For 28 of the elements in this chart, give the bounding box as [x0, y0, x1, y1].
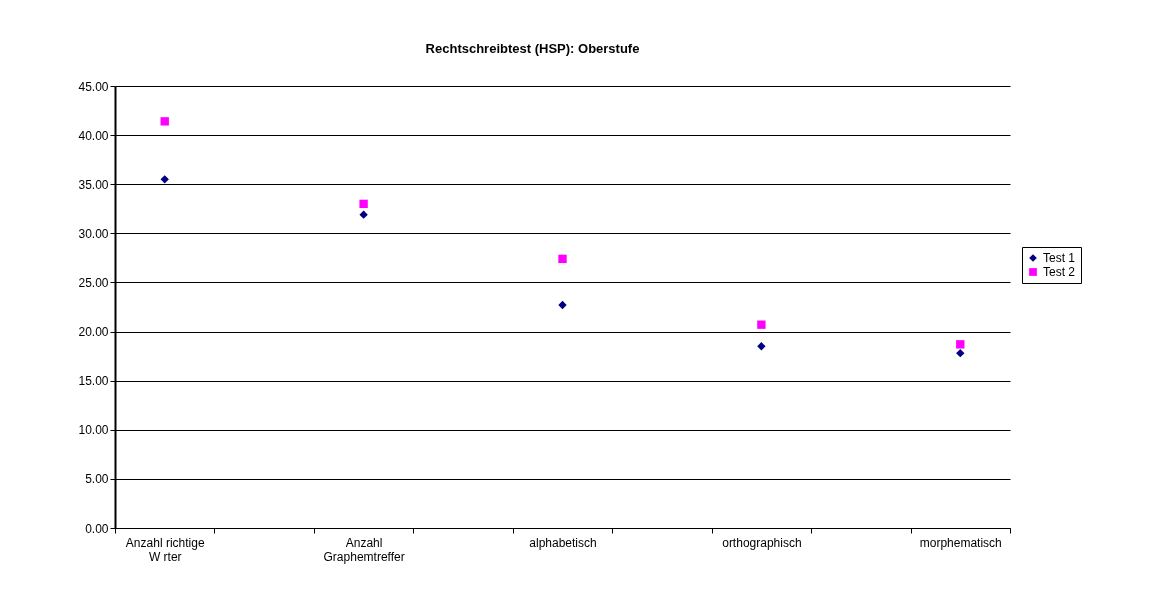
x-tick-label: Anzahl richtige W rter [125, 535, 205, 564]
point [956, 348, 965, 358]
point [558, 254, 567, 264]
x-tick-label: alphabetisch [529, 535, 597, 550]
legend-label: Test 2 [1043, 265, 1076, 279]
point [757, 342, 766, 351]
y-tick-label: 45.00 [78, 79, 109, 94]
x-tick-label: orthographisch [722, 535, 802, 550]
y-tick-label: 5.00 [85, 472, 109, 487]
y-tick-label: 25.00 [78, 275, 109, 290]
point [956, 340, 965, 349]
point [359, 199, 368, 209]
y-tick-label: 35.00 [78, 177, 109, 192]
y-tick-label: 20.00 [78, 325, 109, 340]
x-tick-label: morphematisch [919, 535, 1002, 550]
y-tick-label: 10.00 [78, 423, 109, 438]
legend-label: Test 1 [1043, 251, 1076, 265]
point [757, 320, 766, 329]
point [558, 300, 567, 310]
point [160, 175, 169, 184]
y-tick-label: 0.00 [85, 521, 109, 536]
chart-title: Rechtschreibtest (HSP): Oberstufe [425, 41, 640, 56]
y-tick-label: 40.00 [78, 128, 109, 143]
point [359, 210, 368, 219]
x-tick-label: Anzahl Graphemtreffer [323, 535, 405, 564]
y-tick-label: 30.00 [78, 226, 109, 241]
y-tick-label: 15.00 [78, 374, 109, 389]
point [160, 117, 169, 126]
